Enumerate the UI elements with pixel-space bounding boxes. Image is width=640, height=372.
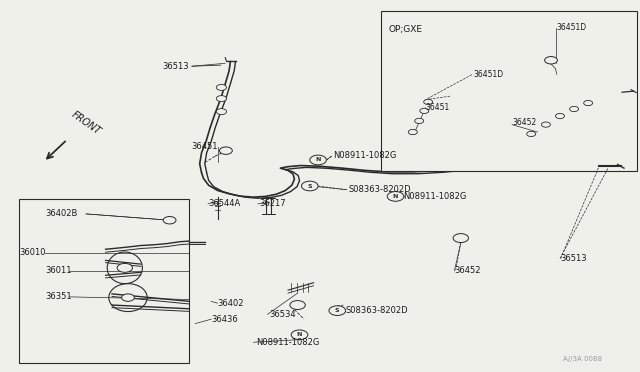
Circle shape [220,147,232,154]
Text: 36402: 36402 [218,299,244,308]
Text: N08911-1082G: N08911-1082G [403,192,467,201]
Text: 36436: 36436 [211,315,238,324]
Text: N: N [297,332,302,337]
Circle shape [541,122,550,127]
Text: S08363-8202D: S08363-8202D [346,306,408,315]
Text: 36534: 36534 [269,310,296,319]
Circle shape [122,294,134,301]
Text: 36452: 36452 [454,266,481,275]
Circle shape [163,217,176,224]
Circle shape [415,118,424,124]
Text: 36451: 36451 [191,142,218,151]
Text: S: S [307,183,312,189]
Text: N: N [316,157,321,163]
Bar [381,11,637,171]
Text: 36010: 36010 [19,248,45,257]
Circle shape [527,131,536,137]
Circle shape [453,234,468,243]
Text: 36451D: 36451D [474,70,504,79]
Text: S: S [335,308,340,313]
Text: 36451: 36451 [426,103,450,112]
Circle shape [545,57,557,64]
Text: 36402B: 36402B [45,209,77,218]
Circle shape [329,306,346,315]
Text: N08911-1082G: N08911-1082G [333,151,396,160]
Circle shape [387,192,404,201]
Circle shape [301,181,318,191]
Text: OP;GXE: OP;GXE [388,25,422,33]
Text: N08911-1082G: N08911-1082G [256,338,319,347]
Text: A//3A 0088: A//3A 0088 [563,356,602,362]
Text: 36011: 36011 [45,266,71,275]
Circle shape [216,109,227,115]
Text: 36351: 36351 [45,292,72,301]
Circle shape [408,129,417,135]
Circle shape [570,106,579,112]
Circle shape [556,113,564,119]
Circle shape [290,301,305,310]
Circle shape [216,84,227,90]
Text: 36451D: 36451D [557,23,587,32]
Circle shape [584,100,593,106]
Circle shape [424,99,433,105]
Bar [19,199,189,363]
Text: 36217: 36217 [259,199,286,208]
Circle shape [117,263,132,272]
Text: 36544A: 36544A [208,199,240,208]
Circle shape [310,155,326,165]
Circle shape [420,108,429,113]
Text: FRONT: FRONT [69,110,102,137]
Circle shape [291,330,308,340]
Text: 36513: 36513 [162,62,189,71]
Circle shape [216,96,227,102]
Text: N: N [393,194,398,199]
Text: S08363-8202D: S08363-8202D [349,185,412,194]
Text: 36452: 36452 [512,118,536,127]
Text: 36513: 36513 [560,254,587,263]
